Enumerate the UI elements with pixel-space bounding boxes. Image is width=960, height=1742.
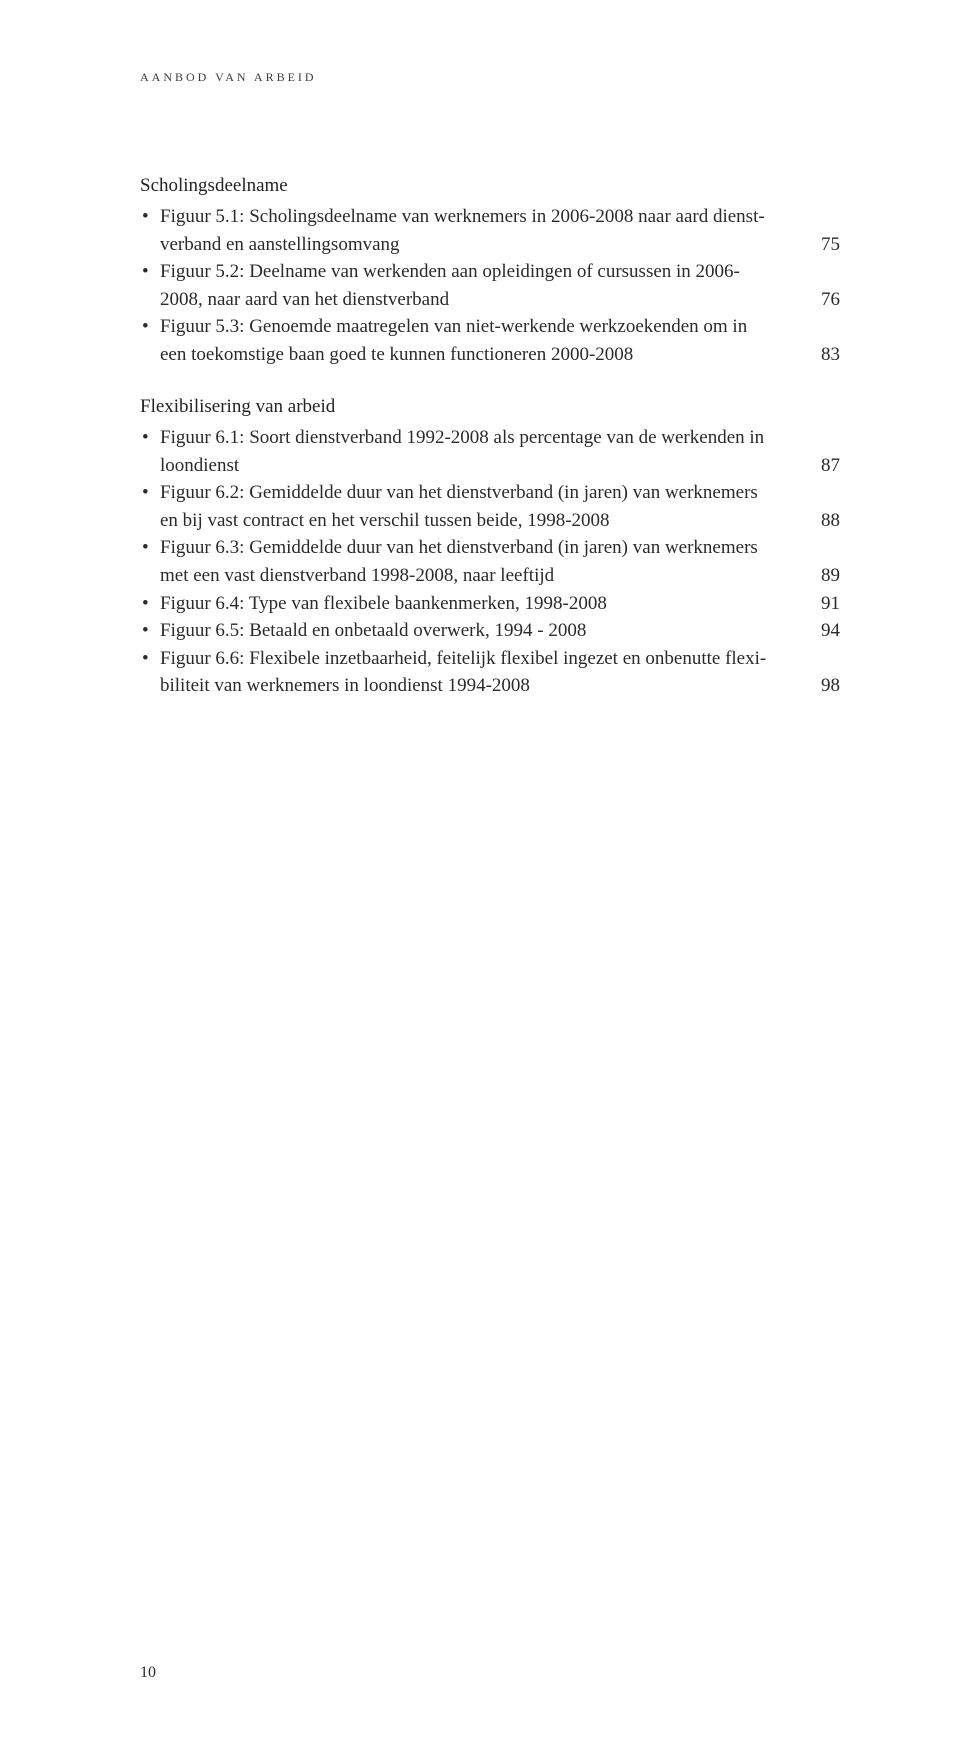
entry-text: verband en aanstellingsomvang [160, 231, 790, 259]
entry-text: met een vast dienstverband 1998-2008, na… [160, 562, 790, 590]
entry-text: Figuur 5.1: Scholingsdeelname van werkne… [160, 203, 840, 231]
list-item: Figuur 5.3: Genoemde maatregelen van nie… [140, 313, 840, 368]
entry-text: een toekomstige baan goed te kunnen func… [160, 341, 790, 369]
section-title: Scholingsdeelname [140, 175, 840, 197]
entry-page: 75 [790, 231, 840, 259]
list-item: Figuur 6.2: Gemiddelde duur van het dien… [140, 479, 840, 534]
sections-container: Scholingsdeelname Figuur 5.1: Scholingsde… [140, 175, 840, 700]
entry-text: Figuur 6.5: Betaald en onbetaald overwer… [160, 617, 790, 645]
list-item: Figuur 5.1: Scholingsdeelname van werkne… [140, 203, 840, 258]
entry-text: Figuur 6.6: Flexibele inzetbaarheid, fei… [160, 645, 840, 673]
entry-text: Figuur 6.2: Gemiddelde duur van het dien… [160, 479, 840, 507]
entry-text: loondienst [160, 452, 790, 480]
entry-page: 94 [790, 617, 840, 645]
entry-page: 76 [790, 286, 840, 314]
entry-page: 88 [790, 507, 840, 535]
list-item: Figuur 6.1: Soort dienstverband 1992-200… [140, 424, 840, 479]
section-title: Flexibilisering van arbeid [140, 396, 840, 418]
entry-text: Figuur 6.1: Soort dienstverband 1992-200… [160, 424, 840, 452]
page-number: 10 [140, 1664, 156, 1682]
list-item: Figuur 6.4: Type van flexibele baankenme… [140, 590, 840, 618]
entry-text: Figuur 6.4: Type van flexibele baankenme… [160, 590, 790, 618]
entry-page: 83 [790, 341, 840, 369]
list-item: Figuur 5.2: Deelname van werkenden aan o… [140, 258, 840, 313]
entry-page: 91 [790, 590, 840, 618]
list-item: Figuur 6.5: Betaald en onbetaald overwer… [140, 617, 840, 645]
entry-page: 87 [790, 452, 840, 480]
entry-text: en bij vast contract en het verschil tus… [160, 507, 790, 535]
entry-text: Figuur 5.3: Genoemde maatregelen van nie… [160, 313, 840, 341]
list-item: Figuur 6.3: Gemiddelde duur van het dien… [140, 534, 840, 589]
entry-text: Figuur 5.2: Deelname van werkenden aan o… [160, 258, 840, 286]
figure-list: Figuur 5.1: Scholingsdeelname van werkne… [140, 203, 840, 368]
entry-text: Figuur 6.3: Gemiddelde duur van het dien… [160, 534, 840, 562]
entry-text: biliteit van werknemers in loondienst 19… [160, 672, 790, 700]
figure-list: Figuur 6.1: Soort dienstverband 1992-200… [140, 424, 840, 699]
running-head: AANBOD VAN ARBEID [140, 70, 840, 85]
entry-page: 98 [790, 672, 840, 700]
entry-text: 2008, naar aard van het dienstverband [160, 286, 790, 314]
list-item: Figuur 6.6: Flexibele inzetbaarheid, fei… [140, 645, 840, 700]
entry-page: 89 [790, 562, 840, 590]
